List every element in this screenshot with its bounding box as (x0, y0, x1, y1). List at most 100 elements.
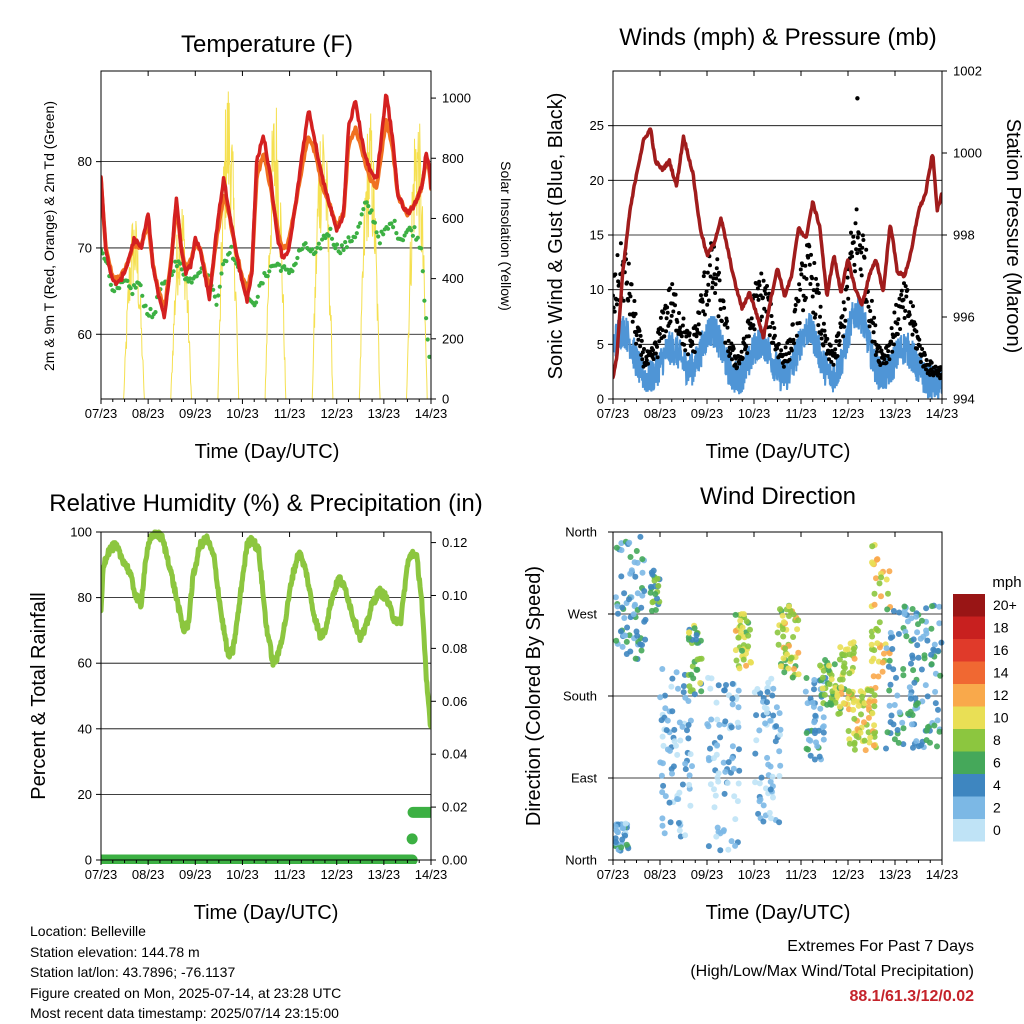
direction-point (757, 796, 764, 803)
direction-point (622, 820, 629, 827)
direction-point (614, 829, 621, 835)
temperature-plot-area (101, 91, 431, 399)
gust-point (842, 307, 847, 312)
direction-point (791, 666, 797, 672)
direction-point (824, 701, 831, 708)
direction-point (769, 692, 776, 699)
gust-point (673, 292, 678, 297)
direction-point (918, 617, 925, 624)
direction-point (686, 683, 693, 690)
direction-ytick-label: East (571, 771, 597, 786)
direction-point (779, 612, 786, 619)
winds-plot-area (613, 96, 942, 399)
direction-point (736, 767, 743, 774)
gust-point (678, 325, 683, 330)
dewpoint-point (409, 228, 414, 233)
dewpoint-point (293, 261, 298, 266)
gust-point (851, 234, 856, 239)
gust-point (696, 322, 701, 327)
gust-point (706, 298, 711, 303)
gust-point (669, 313, 674, 318)
winds-xlabel: Time (Day/UTC) (706, 441, 851, 463)
direction-point (754, 686, 761, 692)
humidity-y2tick-label: 0.10 (442, 588, 467, 603)
gust-point (842, 324, 847, 329)
gust-point (845, 284, 850, 289)
gust-point (737, 361, 742, 366)
direction-point (712, 792, 719, 799)
direction-point (894, 727, 901, 733)
direction-point (639, 556, 646, 563)
direction-point (934, 743, 940, 750)
direction-point (936, 620, 943, 627)
colorbar-swatch (953, 616, 985, 639)
dewpoint-point (295, 255, 300, 261)
humidity-ytick-label: 40 (78, 721, 92, 736)
direction-point (869, 543, 876, 550)
direction-point (722, 718, 729, 725)
gust-point (858, 267, 863, 272)
gust-point (614, 302, 619, 307)
temperature-y2tick-label: 1000 (442, 91, 471, 106)
direction-point (910, 667, 917, 674)
gust-point (936, 371, 941, 376)
humidity-ytick-label: 0 (85, 853, 92, 868)
direction-xtick-label: 07/23 (597, 867, 630, 882)
direction-point (862, 747, 869, 754)
dewpoint-point (282, 264, 287, 269)
gust-point (812, 315, 817, 320)
direction-xtick-label: 13/23 (879, 867, 912, 882)
gust-point (803, 295, 808, 300)
direction-point (689, 763, 695, 770)
direction-point (907, 695, 914, 702)
gust-point (745, 351, 750, 356)
temperature-xtick-label: 09/23 (179, 406, 212, 421)
direction-point (883, 745, 889, 752)
direction-point (871, 590, 878, 597)
dewpoint-point (391, 225, 396, 230)
gust-point (841, 334, 846, 339)
direction-point (861, 737, 868, 744)
direction-point (935, 706, 941, 713)
gust-point (756, 297, 761, 302)
direction-point (627, 554, 634, 560)
direction-point (896, 709, 903, 716)
gust-point (655, 344, 659, 349)
direction-point (729, 680, 736, 687)
dewpoint-point (338, 251, 343, 256)
direction-point (906, 684, 913, 691)
dewpoint-point (285, 267, 290, 272)
gust-point (908, 300, 913, 305)
direction-point (812, 712, 819, 719)
direction-point (883, 645, 890, 652)
direction-point (732, 842, 739, 849)
direction-point (655, 582, 662, 589)
direction-point (890, 666, 897, 673)
gust-point (850, 254, 855, 259)
temperature-y2tick-label: 200 (442, 331, 464, 346)
gust-point (613, 272, 618, 277)
gust-point (765, 284, 769, 288)
gust-point (692, 350, 697, 354)
gust-point (658, 315, 663, 320)
direction-point (745, 643, 752, 650)
direction-point (911, 679, 918, 686)
gust-point (771, 340, 776, 345)
elevation-text: Station elevation: 144.78 m (30, 943, 200, 960)
direction-point (747, 659, 754, 665)
gust-point (879, 348, 884, 353)
gust-point (836, 331, 841, 336)
direction-point (822, 657, 829, 663)
direction-point (720, 828, 727, 835)
direction-point (686, 772, 693, 779)
direction-point (826, 681, 833, 688)
dewpoint-point (353, 235, 358, 240)
gust-point (859, 250, 864, 255)
gust-point (829, 359, 834, 364)
direction-point (767, 717, 774, 724)
direction-point (817, 662, 824, 669)
direction-point (691, 625, 698, 632)
direction-plot-area (612, 533, 945, 854)
created-text: Figure created on Mon, 2025-07-14, at 23… (30, 984, 342, 1001)
gust-point (731, 346, 736, 351)
